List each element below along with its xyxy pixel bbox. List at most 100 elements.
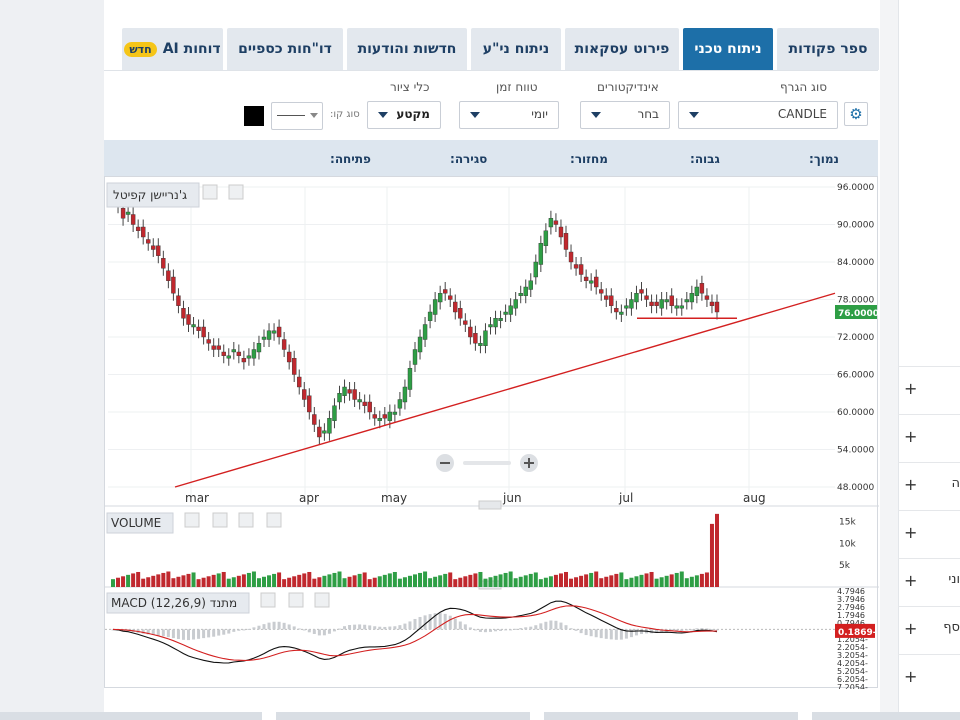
volume-bar[interactable] <box>715 513 719 587</box>
volume-bar[interactable] <box>332 572 337 587</box>
candle[interactable] <box>714 301 720 313</box>
volume-bar[interactable] <box>433 576 438 587</box>
volume-bar[interactable] <box>186 573 191 587</box>
candle[interactable] <box>543 230 549 246</box>
candle[interactable] <box>583 276 589 281</box>
volume-bar[interactable] <box>367 579 372 587</box>
candle[interactable] <box>146 239 151 244</box>
volume-bar[interactable] <box>282 579 287 587</box>
candle[interactable] <box>644 295 649 300</box>
candle[interactable] <box>377 418 382 421</box>
candle[interactable] <box>694 286 700 296</box>
volume-bar[interactable] <box>116 577 121 587</box>
volume-bar[interactable] <box>413 574 417 587</box>
bottom-tab[interactable] <box>276 712 530 720</box>
volume-bar[interactable] <box>166 571 171 587</box>
candle[interactable] <box>362 401 367 406</box>
candle[interactable] <box>347 389 352 394</box>
candle[interactable] <box>322 430 327 434</box>
indicators-select[interactable]: בחר <box>580 101 670 129</box>
volume-bar[interactable] <box>604 576 609 587</box>
candle[interactable] <box>181 308 186 319</box>
side-list-item[interactable]: + וני <box>898 558 960 606</box>
side-list-item[interactable]: + סף <box>898 606 960 654</box>
candle[interactable] <box>478 343 483 346</box>
plus-icon[interactable]: + <box>904 523 918 542</box>
chart-type-select[interactable]: CANDLE <box>678 101 838 129</box>
volume-bar[interactable] <box>443 573 448 587</box>
candle[interactable] <box>599 289 604 294</box>
volume-bar[interactable] <box>236 575 241 587</box>
volume-bar[interactable] <box>528 573 533 587</box>
volume-bar[interactable] <box>171 578 176 587</box>
volume-bar[interactable] <box>272 573 277 587</box>
volume-bar[interactable] <box>297 574 302 587</box>
volume-bar[interactable] <box>518 576 523 587</box>
candle[interactable] <box>206 339 211 344</box>
line-style-select[interactable] <box>271 102 323 130</box>
candle[interactable] <box>191 324 196 328</box>
candle[interactable] <box>327 418 332 434</box>
bottom-tab[interactable] <box>0 712 262 720</box>
candle[interactable] <box>196 326 201 331</box>
candle[interactable] <box>573 264 579 269</box>
volume-bar[interactable] <box>569 578 574 587</box>
candle[interactable] <box>231 349 237 353</box>
volume-bar[interactable] <box>684 578 689 587</box>
volume-bar[interactable] <box>609 575 614 587</box>
candle[interactable] <box>291 358 297 375</box>
candle[interactable] <box>422 324 428 340</box>
candle[interactable] <box>578 264 584 275</box>
candle[interactable] <box>216 345 221 350</box>
candle[interactable] <box>538 243 544 265</box>
volume-bar[interactable] <box>679 571 684 587</box>
candle[interactable] <box>427 311 433 321</box>
volume-bar[interactable] <box>111 579 115 587</box>
volume-bar[interactable] <box>357 573 362 587</box>
volume-bar[interactable] <box>201 577 206 587</box>
candle[interactable] <box>297 376 302 388</box>
candle[interactable] <box>553 220 559 225</box>
candle[interactable] <box>523 286 528 296</box>
volume-bar[interactable] <box>523 575 528 587</box>
volume-bar[interactable] <box>709 523 714 587</box>
volume-bar[interactable] <box>347 576 352 587</box>
tab-trade-details[interactable]: פירוט עסקאות <box>565 28 679 70</box>
volume-bar[interactable] <box>639 574 644 587</box>
volume-bar[interactable] <box>634 576 639 587</box>
volume-bar[interactable] <box>699 573 704 587</box>
volume-bar[interactable] <box>211 574 216 587</box>
volume-bar[interactable] <box>594 571 599 587</box>
volume-bar[interactable] <box>488 577 493 587</box>
tab-financial-reports[interactable]: דו"חות כספיים <box>227 28 343 70</box>
candle[interactable] <box>669 295 674 306</box>
candle[interactable] <box>120 208 126 219</box>
volume-bar[interactable] <box>322 575 327 587</box>
candle[interactable] <box>226 355 231 359</box>
candle[interactable] <box>614 308 619 313</box>
tab-news[interactable]: חדשות והודעות <box>347 28 467 70</box>
volume-bar[interactable] <box>438 575 443 587</box>
candle[interactable] <box>639 289 644 294</box>
volume-bar[interactable] <box>262 576 266 587</box>
expand-icon[interactable] <box>202 184 218 200</box>
candle[interactable] <box>503 311 508 315</box>
candle[interactable] <box>548 218 554 228</box>
volume-bar[interactable] <box>574 577 579 587</box>
volume-bar[interactable] <box>231 577 236 587</box>
volume-bar[interactable] <box>397 578 402 587</box>
volume-bar[interactable] <box>619 572 624 587</box>
volume-bar[interactable] <box>468 574 473 587</box>
plus-icon[interactable]: + <box>904 379 918 398</box>
candle[interactable] <box>448 295 453 300</box>
candle[interactable] <box>317 426 322 438</box>
volume-bar[interactable] <box>428 578 433 587</box>
volume-bar[interactable] <box>704 572 709 587</box>
volume-bar[interactable] <box>392 571 397 587</box>
signal-line[interactable] <box>112 605 718 661</box>
side-list-item[interactable]: + ה <box>898 462 960 510</box>
arrow-up-icon[interactable] <box>260 592 276 608</box>
volume-bar[interactable] <box>382 574 387 587</box>
volume-bar[interactable] <box>196 579 201 587</box>
volume-bar[interactable] <box>377 576 382 587</box>
